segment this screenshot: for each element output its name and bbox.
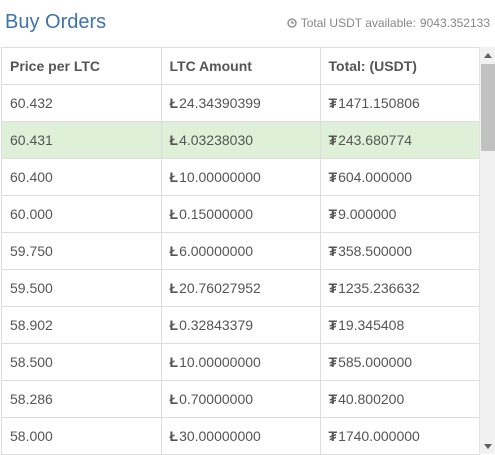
amount-cell: Ł0.70000000: [161, 380, 321, 418]
amount-cell: Ł0.15000000: [161, 195, 321, 233]
column-header-total[interactable]: Total: (USDT): [320, 48, 480, 85]
amount-cell: Ł0.32843379: [161, 306, 321, 344]
available-value: 9043.352133: [419, 16, 490, 30]
usdt-icon: ₮: [328, 132, 338, 148]
amount-cell: Ł20.76027952: [161, 269, 321, 307]
total-cell: ₮1471.150806: [320, 84, 480, 122]
total-cell: ₮40.800200: [320, 380, 480, 418]
price-cell: 60.431: [2, 121, 162, 159]
ltc-icon: Ł: [169, 95, 179, 111]
total-cell: ₮604.000000: [320, 158, 480, 196]
price-cell: 59.500: [2, 269, 162, 307]
ltc-icon: Ł: [169, 280, 179, 296]
total-value: 40.800200: [338, 391, 405, 407]
total-value: 358.500000: [338, 243, 413, 259]
table-row[interactable]: 60.431 Ł4.03238030 ₮243.680774: [2, 121, 480, 159]
amount-cell: Ł30.00000000: [161, 417, 321, 455]
amount-value: 6.00000000: [179, 243, 254, 259]
total-cell: ₮1235.236632: [320, 269, 480, 307]
ltc-icon: Ł: [169, 354, 179, 370]
usdt-icon: ₮: [328, 317, 338, 333]
table-header-row: Price per LTC LTC Amount Total: (USDT): [2, 48, 480, 85]
available-label: Total USDT available:: [300, 16, 416, 30]
table-scrollbar[interactable]: [479, 47, 495, 454]
price-cell: 59.750: [2, 232, 162, 270]
usdt-icon: ₮: [328, 280, 338, 296]
total-cell: ₮585.000000: [320, 343, 480, 381]
total-value: 243.680774: [338, 132, 413, 148]
total-value: 1471.150806: [338, 95, 420, 111]
total-cell: ₮243.680774: [320, 121, 480, 159]
amount-cell: Ł4.03238030: [161, 121, 321, 159]
ltc-icon: Ł: [169, 206, 179, 222]
total-cell: ₮9.000000: [320, 195, 480, 233]
total-value: 604.000000: [338, 169, 413, 185]
column-header-price[interactable]: Price per LTC: [2, 48, 162, 85]
orders-header: Buy Orders Total USDT available: 9043.35…: [0, 0, 495, 46]
amount-value: 4.03238030: [179, 132, 254, 148]
total-value: 1235.236632: [338, 280, 420, 296]
page-title: Buy Orders: [5, 11, 107, 33]
total-value: 19.345408: [338, 317, 405, 333]
table-row[interactable]: 58.902 Ł0.32843379 ₮19.345408: [2, 306, 480, 344]
ltc-icon: Ł: [169, 243, 179, 259]
usdt-icon: ₮: [328, 354, 338, 370]
buy-orders-table-container[interactable]: Price per LTC LTC Amount Total: (USDT) 6…: [1, 47, 480, 455]
ltc-icon: Ł: [169, 428, 179, 444]
amount-value: 10.00000000: [179, 354, 261, 370]
table-row[interactable]: 58.286 Ł0.70000000 ₮40.800200: [2, 380, 480, 418]
total-cell: ₮358.500000: [320, 232, 480, 270]
amount-value: 30.00000000: [179, 428, 261, 444]
usdt-icon: ₮: [328, 169, 338, 185]
price-cell: 60.432: [2, 84, 162, 122]
ltc-icon: Ł: [169, 317, 179, 333]
price-cell: 60.400: [2, 158, 162, 196]
amount-value: 0.70000000: [179, 391, 254, 407]
table-row[interactable]: 60.400 Ł10.00000000 ₮604.000000: [2, 158, 480, 196]
clock-icon: [287, 18, 297, 28]
table-row[interactable]: 59.500 Ł20.76027952 ₮1235.236632: [2, 269, 480, 307]
price-cell: 58.500: [2, 343, 162, 381]
amount-cell: Ł10.00000000: [161, 158, 321, 196]
usdt-icon: ₮: [328, 95, 338, 111]
table-row[interactable]: 60.000 Ł0.15000000 ₮9.000000: [2, 195, 480, 233]
usdt-icon: ₮: [328, 206, 338, 222]
amount-cell: Ł6.00000000: [161, 232, 321, 270]
scroll-up-arrow-icon[interactable]: [480, 47, 495, 63]
total-cell: ₮19.345408: [320, 306, 480, 344]
table-row[interactable]: 60.432 Ł24.34390399 ₮1471.150806: [2, 84, 480, 122]
price-cell: 58.286: [2, 380, 162, 418]
amount-cell: Ł24.34390399: [161, 84, 321, 122]
scrollbar-thumb[interactable]: [481, 64, 495, 151]
amount-value: 10.00000000: [179, 169, 261, 185]
available-balance: Total USDT available: 9043.352133: [287, 16, 490, 30]
column-header-amount[interactable]: LTC Amount: [161, 48, 321, 85]
buy-orders-table: Price per LTC LTC Amount Total: (USDT) 6…: [2, 48, 480, 455]
table-row[interactable]: 59.750 Ł6.00000000 ₮358.500000: [2, 232, 480, 270]
total-value: 9.000000: [338, 206, 397, 222]
usdt-icon: ₮: [328, 391, 338, 407]
total-value: 1740.000000: [338, 428, 420, 444]
amount-value: 24.34390399: [179, 95, 261, 111]
total-value: 585.000000: [338, 354, 413, 370]
total-cell: ₮1740.000000: [320, 417, 480, 455]
amount-value: 0.32843379: [179, 317, 254, 333]
usdt-icon: ₮: [328, 243, 338, 259]
ltc-icon: Ł: [169, 391, 179, 407]
scroll-down-arrow-icon[interactable]: [480, 438, 495, 454]
usdt-icon: ₮: [328, 428, 338, 444]
table-row[interactable]: 58.000 Ł30.00000000 ₮1740.000000: [2, 417, 480, 455]
ltc-icon: Ł: [169, 132, 179, 148]
price-cell: 60.000: [2, 195, 162, 233]
price-cell: 58.000: [2, 417, 162, 455]
table-row[interactable]: 58.500 Ł10.00000000 ₮585.000000: [2, 343, 480, 381]
amount-value: 0.15000000: [179, 206, 254, 222]
amount-value: 20.76027952: [179, 280, 261, 296]
price-cell: 58.902: [2, 306, 162, 344]
ltc-icon: Ł: [169, 169, 179, 185]
amount-cell: Ł10.00000000: [161, 343, 321, 381]
